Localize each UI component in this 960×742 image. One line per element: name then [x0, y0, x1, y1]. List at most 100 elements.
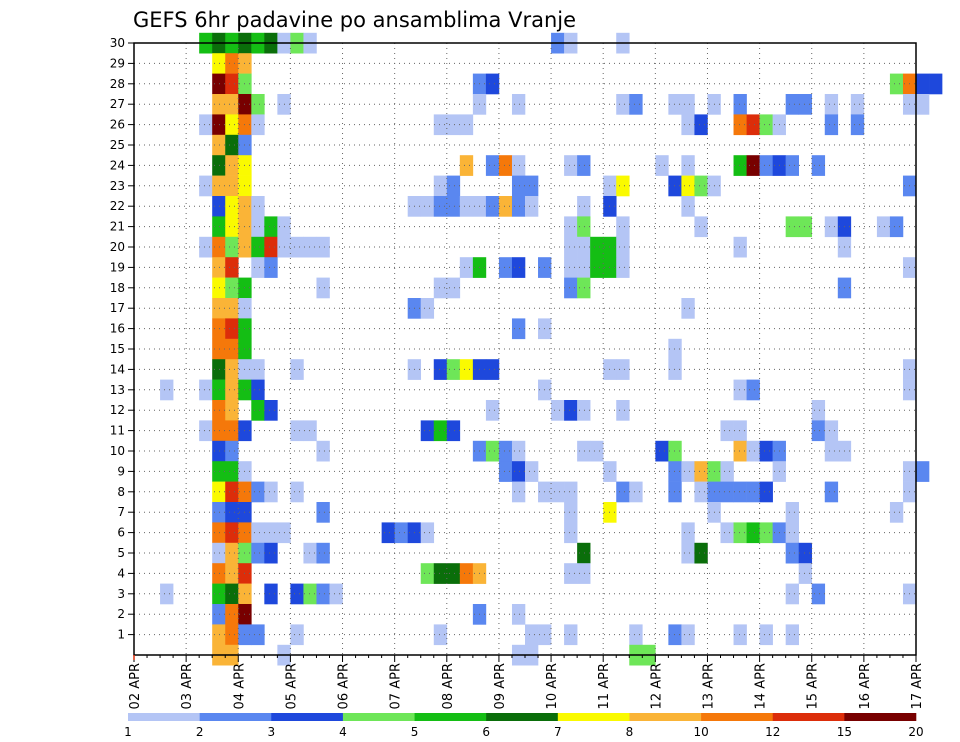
heatmap-cell — [798, 216, 813, 238]
heatmap-cell — [668, 175, 682, 197]
colorbar-swatch — [342, 713, 415, 721]
heatmap-cell — [485, 196, 500, 217]
heatmap-cell — [225, 318, 239, 340]
heatmap-cell — [225, 420, 239, 442]
heatmap-cell — [420, 522, 435, 544]
y-tick-label: 25 — [110, 138, 125, 152]
heatmap-cell — [824, 114, 839, 136]
heatmap-cell — [225, 563, 239, 584]
heatmap-cell — [629, 481, 643, 503]
x-tick-label: 02 APR — [128, 663, 143, 709]
y-tick-label: 28 — [110, 77, 125, 91]
colorbar-label: 3 — [267, 725, 275, 739]
y-tick-label: 2 — [117, 607, 125, 621]
heatmap-cell — [916, 73, 930, 95]
colorbar-swatch — [271, 713, 344, 721]
heatmap-cell — [459, 196, 474, 217]
heatmap-cell — [225, 542, 239, 564]
heatmap-cell — [199, 379, 213, 401]
heatmap-cell — [785, 522, 799, 544]
colorbar-label: 4 — [339, 725, 347, 739]
heatmap-cell — [212, 604, 226, 625]
heatmap-cell — [212, 379, 226, 401]
heatmap-cell — [251, 379, 265, 401]
heatmap-cell — [616, 400, 630, 421]
x-tick-label: 05 APR — [284, 663, 299, 709]
heatmap-cell — [733, 624, 747, 646]
heatmap-cell — [212, 359, 226, 380]
colorbar-swatch — [414, 713, 487, 721]
heatmap-cell — [681, 542, 695, 564]
heatmap-cell — [498, 440, 513, 462]
heatmap-cell — [225, 298, 239, 319]
heatmap-cell — [225, 583, 239, 605]
heatmap-cell — [577, 155, 591, 176]
heatmap-cell — [290, 420, 304, 442]
colorbar-swatch — [629, 713, 702, 721]
heatmap-cell — [525, 196, 539, 217]
y-tick-label: 10 — [110, 444, 125, 458]
heatmap-cell — [733, 440, 747, 462]
heatmap-cell — [212, 134, 226, 156]
heatmap-cell — [668, 94, 682, 115]
heatmap-cell — [433, 196, 448, 217]
heatmap-cell — [694, 114, 708, 136]
y-tick-label: 14 — [110, 362, 125, 376]
heatmap-cell — [433, 624, 448, 646]
heatmap-cell — [785, 624, 799, 646]
heatmap-cell — [225, 175, 239, 197]
heatmap-cell — [212, 216, 226, 238]
heatmap-cell — [212, 338, 226, 360]
heatmap-cell — [590, 440, 604, 462]
heatmap-cell — [577, 400, 591, 421]
heatmap-cell — [212, 53, 226, 74]
heatmap-cell — [316, 583, 330, 605]
y-tick-label: 5 — [117, 546, 125, 560]
heatmap-cell — [694, 216, 708, 238]
heatmap-cell — [511, 440, 526, 462]
heatmap-cell — [811, 155, 826, 176]
heatmap-cell — [733, 114, 747, 136]
heatmap-cell — [511, 318, 526, 340]
heatmap-cell — [616, 481, 630, 503]
heatmap-cell — [251, 216, 265, 238]
heatmap-cell — [746, 155, 760, 176]
heatmap-cell — [551, 481, 565, 503]
heatmap-cell — [746, 379, 760, 401]
heatmap-cell — [850, 94, 865, 115]
heatmap-cell — [616, 175, 630, 197]
colorbar-swatch — [772, 713, 845, 721]
x-tick-label: 14 APR — [754, 663, 769, 709]
x-tick-label: 16 APR — [858, 663, 873, 709]
heatmap-cell — [251, 236, 265, 258]
heatmap-cell — [290, 236, 304, 258]
heatmap-cell — [668, 440, 682, 462]
heatmap-cell — [225, 94, 239, 115]
heatmap-cell — [264, 481, 278, 503]
heatmap-cell — [564, 624, 578, 646]
heatmap-cell — [577, 196, 591, 217]
heatmap-cell — [225, 400, 239, 421]
y-tick-label: 4 — [117, 566, 125, 580]
heatmap-cell — [681, 461, 695, 482]
heatmap-cell — [824, 94, 839, 115]
heatmap-cell — [668, 481, 682, 503]
heatmap-cell — [916, 94, 930, 115]
heatmap-cell — [616, 257, 630, 278]
heatmap-cell — [785, 583, 799, 605]
heatmap-cell — [511, 461, 526, 482]
heatmap-cell — [759, 481, 773, 503]
heatmap-cell — [511, 604, 526, 625]
heatmap-cell — [746, 440, 760, 462]
heatmap-cell — [629, 624, 643, 646]
heatmap-cell — [785, 542, 799, 564]
y-tick-label: 26 — [110, 118, 125, 132]
heatmap-cell — [720, 522, 734, 544]
heatmap-cell — [681, 522, 695, 544]
heatmap-cell — [485, 400, 500, 421]
heatmap-cell — [420, 196, 435, 217]
heatmap-cell — [225, 73, 239, 95]
heatmap-cell — [225, 481, 239, 503]
y-tick-label: 1 — [117, 628, 125, 642]
